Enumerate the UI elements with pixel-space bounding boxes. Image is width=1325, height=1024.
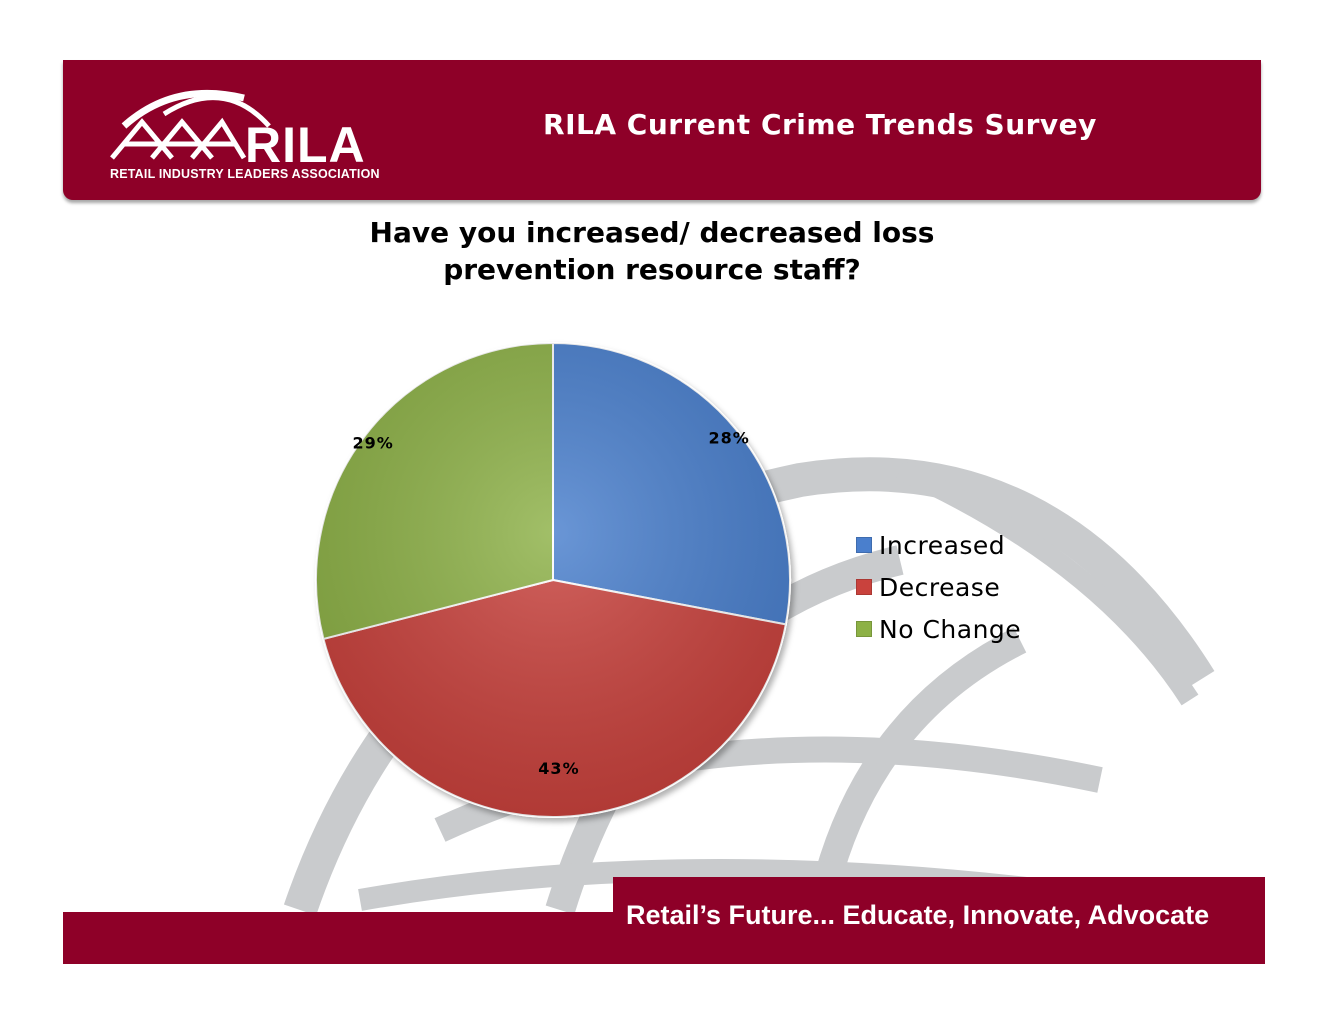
legend-swatch-no-change [856,621,872,637]
data-label-decrease: 43% [538,759,579,778]
legend-label-no-change: No Change [879,614,1022,644]
logo-word: RILA [245,117,366,173]
logo-subtitle: RETAIL INDUSTRY LEADERS ASSOCIATION [110,167,380,181]
footer-band [63,912,1265,964]
header-band [63,60,1261,200]
chart-title-line-2: prevention resource staff? [443,253,861,286]
legend-item-no-change: No Change [856,608,1021,650]
header-title: RILA Current Crime Trends Survey [543,108,1097,141]
pie-chart: 28% 43% 29% [315,341,791,818]
chart-title-line-1: Have you increased/ decreased loss [369,216,935,249]
legend-label-decrease: Decrease [879,572,1001,602]
data-label-no-change: 29% [353,433,394,452]
data-label-increased: 28% [708,429,749,448]
rila-logo [110,89,271,160]
legend-swatch-decrease [856,579,872,595]
legend: Increased Decrease No Change [856,524,1021,650]
chart-title: Have you increased/ decreased loss preve… [302,214,1002,288]
legend-label-increased: Increased [879,530,1006,560]
legend-item-increased: Increased [856,524,1021,566]
legend-item-decrease: Decrease [856,566,1021,608]
legend-swatch-increased [856,537,872,553]
footer-tab [613,877,1265,917]
footer-tagline: Retail’s Future... Educate, Innovate, Ad… [626,900,1210,930]
pie-slice-increased [552,341,791,626]
